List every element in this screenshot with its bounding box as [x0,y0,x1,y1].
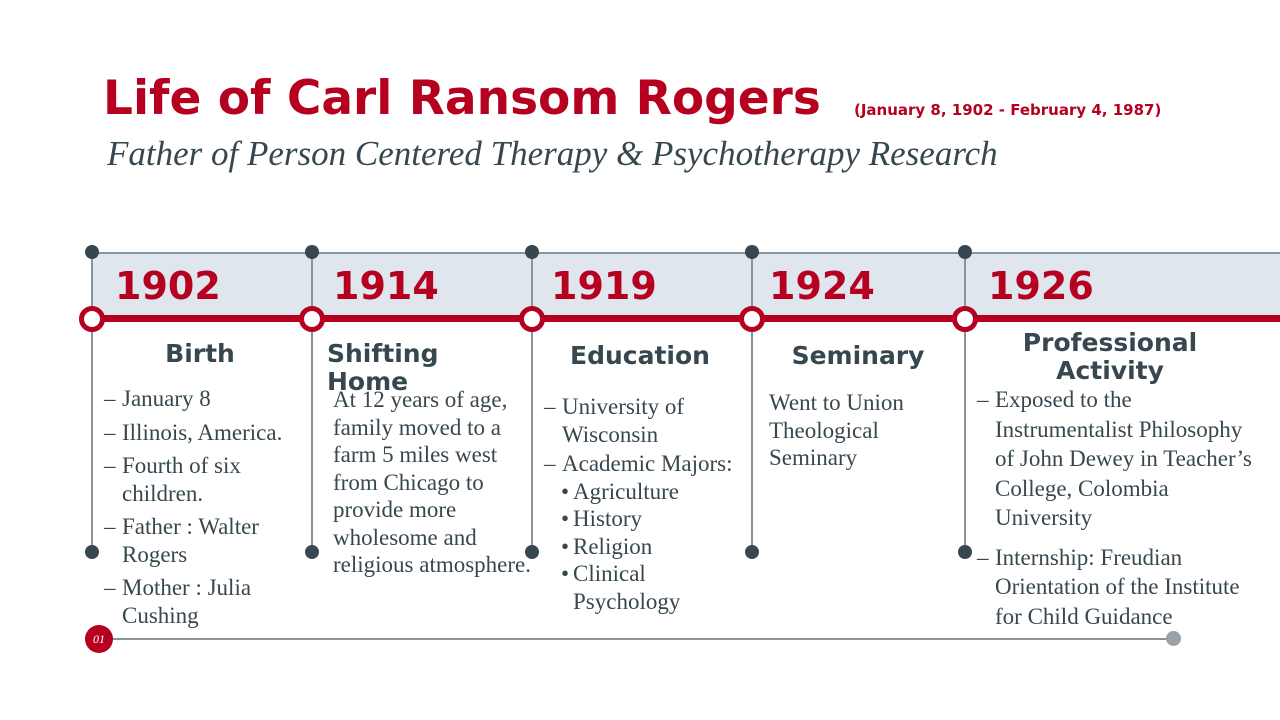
year-label: 1914 [333,264,439,308]
footer-end-dot-icon [1166,631,1181,646]
life-dates: (January 8, 1902 - February 4, 1987) [854,101,1162,119]
professional-activity-details: – Exposed to the Instrumentalist Philosop… [977,385,1267,637]
footer-divider [100,638,1174,640]
milestone-marker-icon [299,306,325,332]
bottom-dot-icon [958,545,972,559]
list-item: – Mother : Julia Cushing [104,575,252,628]
top-dot-icon [958,245,972,259]
timeline-divider [311,252,313,552]
list-item: – Father : Walter Rogers [104,514,259,567]
section-heading-birth: Birth [165,339,235,368]
education-details: – University of Wisconsin – Academic Major… [544,393,759,615]
list-item: – Internship: Freudian Orientation of the… [977,544,1240,629]
list-item: – Fourth of six children. [104,453,241,506]
timeline-axis [92,315,1280,322]
shifting-home-text: At 12 years of age, family moved to a fa… [333,387,532,577]
list-item: – Illinois, America. [104,419,283,445]
top-dot-icon [745,245,759,259]
section-heading-seminary: Seminary [791,341,925,370]
list-item: – January 8 [104,386,211,411]
milestone-marker-icon [79,306,105,332]
year-label: 1919 [551,264,657,308]
timeline-divider [531,252,533,552]
top-dot-icon [85,245,99,259]
year-label: 1902 [115,264,221,308]
bottom-dot-icon [745,545,759,559]
year-label: 1924 [769,264,875,308]
milestone-marker-icon [952,306,978,332]
list-item: – Academic Majors: [544,451,733,476]
bottom-dot-icon [85,545,99,559]
major-item: • Clinical Psychology [561,561,681,614]
top-dot-icon [525,245,539,259]
majors-list: • Agriculture • History • Religion • Clinica… [544,478,759,616]
section-heading-shifting-home: Shifting Home [327,339,439,396]
top-dot-icon [305,245,319,259]
page-subtitle: Father of Person Centered Therapy & Psyc… [107,134,998,173]
bottom-dot-icon [525,545,539,559]
timeline-divider [751,252,753,552]
section-heading-professional-activity: Professional Activity [1022,328,1198,385]
page-title: Life of Carl Ransom Rogers [103,71,821,126]
timeline-year-band [92,252,1280,318]
page-number-badge: 01 [85,625,113,653]
birth-details: – January 8 – Illinois, America. – Fourth o… [104,385,304,635]
milestone-marker-icon [519,306,545,332]
timeline-divider [964,252,966,552]
timeline-divider [91,252,93,552]
major-item: • Religion [561,533,653,559]
year-label: 1926 [988,264,1094,308]
bottom-dot-icon [305,545,319,559]
major-item: • History [561,506,642,531]
list-item: – Exposed to the Instrumentalist Philosop… [977,387,1252,530]
milestone-marker-icon [739,306,765,332]
section-heading-education: Education [570,341,710,370]
list-item: – University of Wisconsin [544,394,685,447]
major-item: • Agriculture [561,478,680,504]
seminary-text: Went to Union Theological Seminary [769,390,904,470]
